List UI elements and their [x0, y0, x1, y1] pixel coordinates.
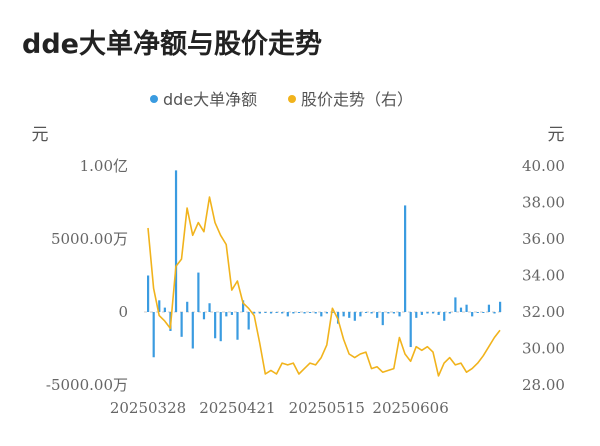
- dde-bar[interactable]: [303, 312, 306, 314]
- left-tick-label: -5000.00万: [46, 376, 128, 394]
- dde-bar[interactable]: [202, 312, 206, 320]
- dde-bar[interactable]: [208, 303, 211, 312]
- left-tick-label: 0: [118, 303, 128, 321]
- legend: dde大单净额 股价走势（右）: [150, 90, 413, 109]
- dde-bar[interactable]: [258, 312, 261, 314]
- legend-item-dde[interactable]: dde大单净额: [150, 90, 257, 109]
- dde-bar[interactable]: [448, 312, 451, 314]
- dde-bar[interactable]: [214, 312, 217, 339]
- dde-bars: [147, 170, 502, 358]
- dde-bar[interactable]: [493, 312, 496, 314]
- legend-item-price[interactable]: 股价走势（右）: [288, 90, 413, 109]
- x-tick-label: 20250421: [199, 399, 275, 417]
- dde-bar[interactable]: [398, 312, 401, 317]
- dde-bar[interactable]: [348, 312, 351, 318]
- dde-bar[interactable]: [241, 300, 245, 312]
- dde-bar[interactable]: [297, 312, 301, 313]
- dde-bar[interactable]: [180, 312, 183, 337]
- dde-bar[interactable]: [264, 312, 267, 313]
- x-tick-label: 20250606: [372, 399, 448, 417]
- price-line: [147, 196, 501, 377]
- dde-bar[interactable]: [269, 312, 273, 314]
- dde-bar[interactable]: [392, 312, 396, 314]
- dde-bar[interactable]: [275, 312, 278, 313]
- right-tick-label: 30.00: [522, 340, 565, 358]
- dde-bar[interactable]: [314, 312, 317, 314]
- right-tick-label: 28.00: [522, 376, 565, 394]
- dde-bar[interactable]: [281, 312, 284, 314]
- dde-bar[interactable]: [292, 312, 295, 314]
- right-tick-label: 34.00: [522, 267, 565, 285]
- right-tick-label: 40.00: [522, 157, 565, 175]
- dde-bar[interactable]: [387, 312, 390, 314]
- dde-bar[interactable]: [158, 300, 161, 312]
- right-tick-label: 32.00: [522, 303, 565, 321]
- dde-bar[interactable]: [443, 312, 446, 321]
- dde-bar[interactable]: [152, 312, 155, 358]
- right-axis-unit: 元: [548, 125, 565, 145]
- dde-bar[interactable]: [174, 170, 178, 312]
- dde-bar[interactable]: [454, 297, 457, 312]
- dde-bar[interactable]: [342, 312, 345, 317]
- right-tick-label: 36.00: [522, 230, 565, 248]
- dde-bar[interactable]: [431, 312, 435, 314]
- dde-bar[interactable]: [186, 301, 189, 312]
- dde-bar[interactable]: [381, 312, 384, 326]
- dde-bar[interactable]: [415, 312, 418, 318]
- x-tick-label: 20250328: [110, 399, 186, 417]
- dde-bar[interactable]: [320, 312, 323, 317]
- dde-bar[interactable]: [147, 275, 150, 313]
- dde-bar[interactable]: [404, 205, 407, 312]
- dde-bar[interactable]: [247, 312, 250, 330]
- left-tick-label: 5000.00万: [51, 230, 128, 248]
- right-tick-label: 38.00: [522, 194, 565, 212]
- dde-bar[interactable]: [353, 312, 356, 321]
- dde-bar[interactable]: [253, 312, 256, 314]
- dde-bar[interactable]: [499, 301, 502, 312]
- dde-bar[interactable]: [309, 312, 312, 313]
- dde-bar[interactable]: [420, 312, 423, 315]
- dde-bar[interactable]: [482, 312, 485, 313]
- chart-title: dde大单净额与股价走势: [22, 29, 322, 60]
- legend-label-dde: dde大单净额: [163, 90, 257, 109]
- dde-bar[interactable]: [191, 312, 194, 349]
- x-tick-label: 20250515: [289, 399, 365, 417]
- dde-bar[interactable]: [487, 304, 491, 312]
- dde-bar[interactable]: [459, 307, 463, 312]
- dde-bar[interactable]: [364, 312, 368, 313]
- dde-bar[interactable]: [476, 312, 479, 313]
- dde-bar[interactable]: [359, 312, 362, 317]
- dde-bar[interactable]: [236, 312, 239, 340]
- dde-bar[interactable]: [370, 312, 373, 314]
- dde-bar[interactable]: [426, 312, 429, 314]
- dde-bar[interactable]: [437, 312, 440, 315]
- dde-bar[interactable]: [471, 312, 474, 317]
- dde-bar[interactable]: [197, 272, 200, 312]
- right-axis-ticks: 40.00 38.00 36.00 34.00 32.00 30.00 28.00: [522, 157, 565, 394]
- dde-bar[interactable]: [325, 312, 328, 314]
- legend-label-price: 股价走势（右）: [301, 90, 413, 109]
- dde-bar[interactable]: [163, 307, 166, 312]
- left-axis-unit: 元: [32, 125, 49, 145]
- dde-bar[interactable]: [225, 312, 228, 317]
- legend-marker-price: [288, 95, 296, 103]
- dde-bar[interactable]: [219, 312, 222, 342]
- dde-bar[interactable]: [286, 312, 289, 317]
- dde-bar[interactable]: [409, 312, 412, 348]
- dde-bar[interactable]: [230, 312, 234, 315]
- left-tick-label: 1.00亿: [80, 157, 128, 175]
- dde-bar[interactable]: [376, 312, 379, 318]
- left-axis-ticks: 1.00亿 5000.00万 0 -5000.00万: [46, 157, 128, 394]
- x-axis-ticks: 20250328 20250421 20250515 20250606: [110, 399, 449, 417]
- legend-marker-dde: [150, 95, 158, 103]
- dde-bar[interactable]: [465, 304, 468, 312]
